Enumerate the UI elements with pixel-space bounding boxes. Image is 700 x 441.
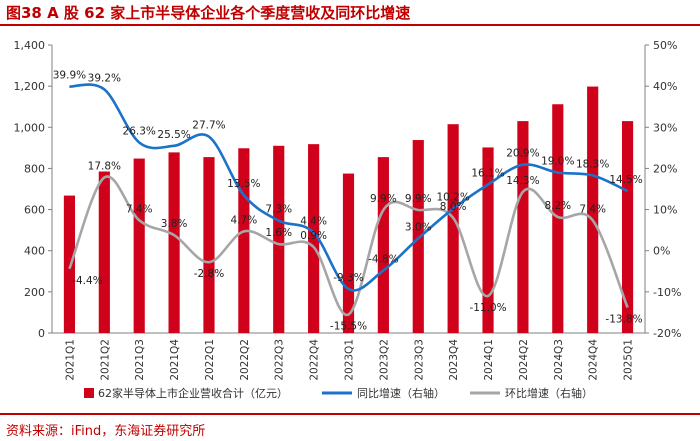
yoy-data-label: 39.2% <box>88 72 121 84</box>
yoy-data-label: 16.1% <box>471 167 504 179</box>
qoq-data-label: 9.9% <box>370 193 397 205</box>
x-tick-label: 2024Q3 <box>553 339 565 381</box>
yoy-data-label: 3.0% <box>405 221 432 233</box>
revenue-bar <box>412 140 424 333</box>
yoy-line <box>69 83 629 292</box>
x-tick-label: 2022Q3 <box>274 339 286 381</box>
qoq-data-label: 0.9% <box>300 230 327 242</box>
yoy-data-label: -4.8% <box>368 253 398 265</box>
qoq-data-label: 17.8% <box>88 160 121 172</box>
yoy-data-label: 26.3% <box>123 126 156 138</box>
revenue-bar <box>168 152 180 333</box>
revenue-bar <box>447 124 459 333</box>
source-note: 资料来源：iFind，东海证券研究所 <box>6 424 206 439</box>
revenue-bar <box>98 171 110 333</box>
right-tick-label: 40% <box>653 80 677 93</box>
revenue-bar <box>552 104 564 333</box>
right-tick-label: -10% <box>653 286 681 299</box>
x-tick-label: 2022Q2 <box>239 339 251 381</box>
yoy-data-label: 14.5% <box>609 174 642 186</box>
x-tick-label: 2024Q2 <box>518 339 530 381</box>
chart-title: 图38 A 股 62 家上市半导体企业各个季度营收及同环比增速 <box>6 4 411 22</box>
qoq-data-label: -2.8% <box>194 268 224 280</box>
left-tick-label: 0 <box>38 327 45 340</box>
qoq-data-label: -4.4% <box>72 275 102 287</box>
qoq-data-label: 1.6% <box>265 227 292 239</box>
qoq-data-label: -11.0% <box>469 302 506 314</box>
revenue-bar <box>238 148 250 333</box>
left-tick-label: 800 <box>24 162 45 175</box>
qoq-data-label: 8.0% <box>440 201 467 213</box>
revenue-bar <box>482 147 494 333</box>
revenue-bar <box>203 157 215 333</box>
yoy-data-label: 25.5% <box>157 129 190 141</box>
revenue-bar <box>308 144 320 333</box>
revenue-bar <box>517 121 529 333</box>
yoy-data-label: 39.9% <box>53 70 86 82</box>
right-tick-label: -20% <box>653 327 681 340</box>
legend-qoq-label: 环比增速（右轴） <box>505 386 593 400</box>
yoy-data-label: 19.0% <box>541 156 574 168</box>
qoq-data-label: 3.8% <box>161 218 188 230</box>
revenue-bar <box>133 158 145 333</box>
right-tick-label: 30% <box>653 121 677 134</box>
qoq-data-label: 7.4% <box>579 203 606 215</box>
legend-yoy-label: 同比增速（右轴） <box>357 386 445 400</box>
revenue-bar <box>273 145 285 333</box>
x-tick-label: 2023Q4 <box>448 339 460 381</box>
left-tick-label: 200 <box>24 286 45 299</box>
source-bar: 资料来源：iFind，东海证券研究所 <box>0 413 700 441</box>
x-tick-label: 2023Q2 <box>378 339 390 381</box>
yoy-data-label: 4.4% <box>300 216 327 228</box>
x-tick-label: 2021Q2 <box>99 339 111 381</box>
x-tick-label: 2024Q4 <box>588 339 600 381</box>
right-tick-label: 20% <box>653 162 677 175</box>
yoy-data-label: 27.7% <box>192 120 225 132</box>
revenue-bar <box>342 173 355 333</box>
x-tick-label: 2023Q3 <box>413 339 425 381</box>
left-tick-label: 1,200 <box>14 80 46 93</box>
yoy-data-label: 7.3% <box>265 204 292 216</box>
yoy-data-label: 20.9% <box>506 148 539 160</box>
chart: 0 200 400 600 800 1,000 1,200 1,400 -20% -10% 0% 10… <box>14 39 682 400</box>
yoy-data-label: 13.5% <box>227 178 260 190</box>
left-tick-label: 400 <box>24 245 45 258</box>
x-tick-label: 2021Q1 <box>64 339 76 381</box>
yoy-data-label: 10.2% <box>436 192 469 204</box>
qoq-data-label: -13.8% <box>605 313 642 325</box>
qoq-data-label: 14.3% <box>506 175 539 187</box>
x-tick-label: 2022Q4 <box>309 339 321 381</box>
revenue-bar <box>587 86 599 333</box>
revenue-bar <box>377 157 389 333</box>
left-tick-label: 600 <box>24 204 45 217</box>
x-tick-label: 2021Q4 <box>169 339 181 381</box>
x-tick-label: 2024Q1 <box>483 339 495 381</box>
x-tick-label: 2023Q1 <box>344 339 356 381</box>
x-tick-label: 2025Q1 <box>623 339 635 381</box>
yoy-data-label: -9.3% <box>333 272 363 284</box>
left-tick-label: 1,000 <box>14 121 46 134</box>
left-tick-label: 1,400 <box>14 39 46 52</box>
right-tick-label: 0% <box>653 245 670 258</box>
right-tick-label: 50% <box>653 39 677 52</box>
right-tick-label: 10% <box>653 204 677 217</box>
qoq-data-label: 7.4% <box>126 203 153 215</box>
revenue-bar <box>63 195 76 333</box>
x-tick-label: 2022Q1 <box>204 339 216 381</box>
qoq-data-label: 8.2% <box>544 200 571 212</box>
x-tick-label: 2021Q3 <box>134 339 146 381</box>
qoq-line <box>68 175 629 316</box>
title-bar: 图38 A 股 62 家上市半导体企业各个季度营收及同环比增速 <box>0 0 700 26</box>
qoq-data-label: 4.7% <box>231 214 258 226</box>
legend-bar-swatch <box>84 388 94 398</box>
qoq-data-label: 9.9% <box>405 193 432 205</box>
qoq-data-label: -15.5% <box>330 320 367 332</box>
legend-bar-label: 62家半导体上市企业营收合计（亿元） <box>98 386 288 400</box>
revenue-bar <box>621 121 634 333</box>
yoy-data-label: 18.3% <box>576 158 609 170</box>
